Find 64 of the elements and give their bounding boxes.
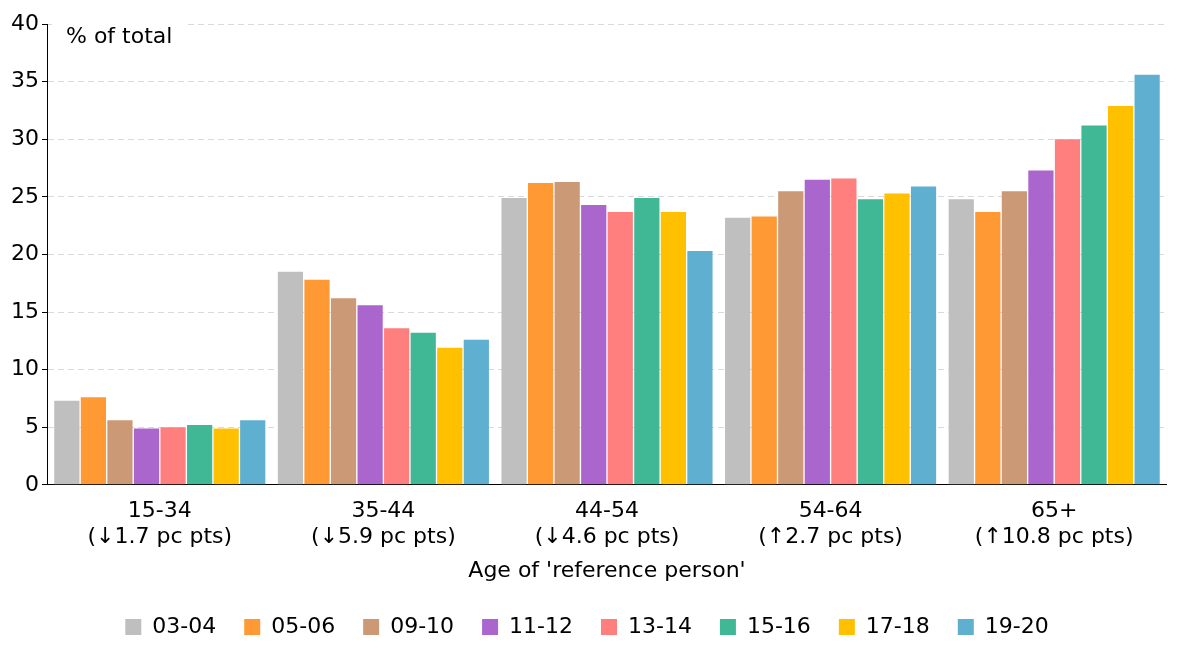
y-tick-label: 40 [10, 9, 39, 35]
bar [751, 216, 777, 485]
bar [804, 179, 830, 485]
bar [778, 191, 804, 485]
bar [528, 183, 554, 485]
x-tick-label: 54-64 (↑2.7 pc pts) [758, 496, 903, 549]
bar [554, 181, 580, 485]
legend-label: 03-04 [152, 612, 217, 638]
legend-label: 13-14 [628, 612, 692, 638]
bar [948, 199, 974, 485]
bar [1001, 191, 1027, 485]
bar [240, 420, 266, 485]
legend-label: 17-18 [865, 612, 930, 638]
bar [80, 397, 107, 485]
y-tick-label: 15 [10, 297, 39, 323]
bar [384, 328, 410, 485]
bar [1134, 74, 1160, 485]
bar [884, 193, 910, 485]
bar [857, 199, 884, 485]
legend-label: 05-06 [271, 612, 336, 638]
y-tick-label: 25 [10, 182, 39, 208]
bar [330, 298, 357, 485]
bar [1054, 139, 1081, 485]
bar [831, 178, 857, 485]
bar [634, 198, 660, 485]
bar [277, 271, 304, 485]
legend-label: 09-10 [390, 612, 455, 638]
bar [581, 204, 607, 485]
bar [304, 279, 330, 485]
bar [463, 339, 489, 485]
bar [910, 186, 937, 485]
y-tick-label: 5 [24, 412, 39, 438]
x-tick-label: 15-34 (↓1.7 pc pts) [87, 496, 233, 549]
y-tick-label: 20 [10, 240, 39, 266]
x-axis-title: Age of 'reference person' [468, 556, 746, 582]
y-tick-label: 10 [10, 355, 39, 381]
bar [410, 332, 436, 485]
bar [187, 424, 213, 485]
y-tick-label: 30 [10, 125, 39, 151]
x-tick-label: 65+ (↑10.8 pc pts) [974, 496, 1134, 549]
bar [133, 428, 160, 485]
bar [357, 305, 383, 485]
legend-label: 15-16 [746, 612, 811, 638]
y-axis-title: % of total [65, 22, 173, 48]
legend-label: 19-20 [984, 612, 1049, 638]
bar [607, 211, 633, 485]
bar [1107, 105, 1134, 485]
bar [160, 427, 186, 485]
bar [107, 420, 133, 485]
bar [1081, 125, 1107, 485]
x-tick-label: 35-44 (↓5.9 pc pts) [311, 496, 456, 549]
y-tick-label: 35 [10, 67, 39, 93]
y-tick-label: 0 [24, 470, 39, 496]
bar [501, 198, 527, 485]
bar [1028, 170, 1054, 485]
bar [660, 211, 686, 485]
bar [437, 347, 463, 485]
bar [725, 217, 751, 485]
bar [54, 400, 80, 485]
legend-label: 11-12 [509, 612, 574, 638]
x-tick-label: 44-54 (↓4.6 pc pts) [534, 496, 680, 549]
bar [975, 211, 1001, 485]
bar [687, 251, 713, 485]
bar [213, 428, 239, 485]
